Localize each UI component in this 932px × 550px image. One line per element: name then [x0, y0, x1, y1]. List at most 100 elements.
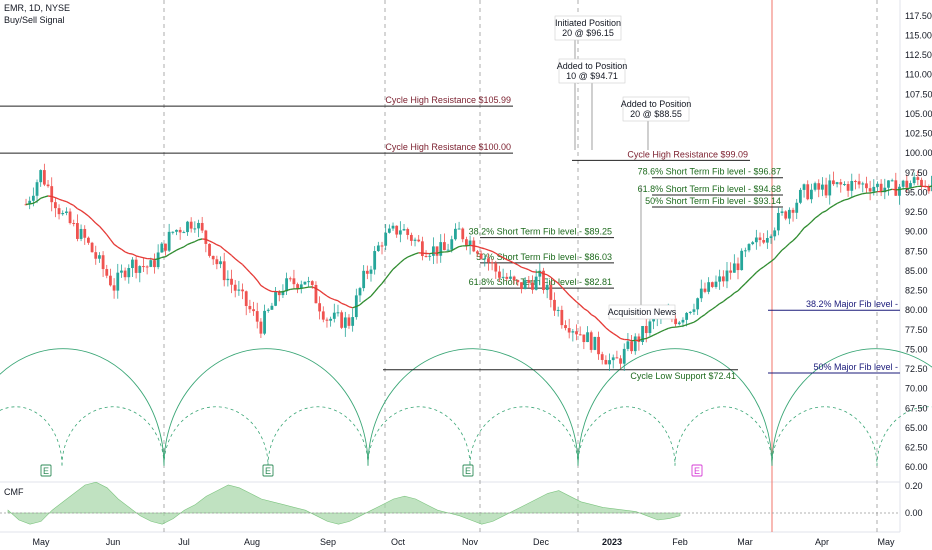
candle[interactable] [94, 245, 98, 265]
candle[interactable] [560, 305, 564, 329]
candle[interactable] [193, 221, 197, 233]
candle[interactable] [61, 210, 65, 216]
candle[interactable] [611, 354, 615, 369]
candle[interactable] [912, 172, 916, 186]
candle[interactable] [538, 263, 542, 286]
candle[interactable] [674, 315, 678, 327]
candle[interactable] [222, 252, 226, 287]
candle[interactable] [586, 326, 589, 343]
candle[interactable] [53, 197, 57, 218]
candle[interactable] [398, 221, 402, 243]
candle[interactable] [512, 275, 516, 285]
candle[interactable] [865, 176, 868, 194]
candle[interactable] [138, 265, 142, 283]
candle[interactable] [35, 179, 39, 204]
candle[interactable] [589, 330, 593, 353]
candle[interactable] [402, 223, 406, 231]
candle[interactable] [292, 269, 296, 290]
candle[interactable] [68, 208, 72, 225]
candle[interactable] [736, 257, 740, 280]
candle[interactable] [270, 302, 274, 310]
candle[interactable] [204, 229, 208, 253]
candle[interactable] [879, 179, 883, 197]
candle[interactable] [241, 283, 244, 300]
candle[interactable] [387, 224, 391, 234]
candle[interactable] [175, 229, 178, 236]
candle[interactable] [248, 299, 252, 313]
candle[interactable] [765, 230, 769, 249]
candle[interactable] [109, 268, 112, 287]
candle[interactable] [233, 280, 237, 298]
candle[interactable] [920, 177, 923, 190]
candle[interactable] [883, 178, 887, 200]
candle[interactable] [732, 254, 736, 273]
candle[interactable] [648, 319, 652, 337]
candle[interactable] [846, 181, 850, 197]
candle[interactable] [347, 314, 351, 329]
candle[interactable] [182, 230, 186, 234]
candle[interactable] [116, 263, 120, 299]
candle[interactable] [861, 181, 865, 193]
candle[interactable] [413, 237, 417, 247]
candle[interactable] [718, 269, 722, 290]
candle[interactable] [490, 258, 494, 271]
candle[interactable] [887, 180, 890, 196]
candle[interactable] [343, 311, 347, 337]
candle[interactable] [817, 179, 821, 198]
candle[interactable] [454, 223, 457, 241]
candle[interactable] [553, 292, 556, 317]
candle[interactable] [626, 332, 630, 352]
candle[interactable] [927, 184, 931, 194]
candle[interactable] [391, 222, 395, 231]
position-callout[interactable]: Acquisition News [608, 185, 677, 320]
candle[interactable] [321, 306, 325, 323]
candle[interactable] [79, 224, 83, 242]
candle[interactable] [417, 235, 421, 243]
indicator-name[interactable]: Buy/Sell Signal [4, 15, 65, 25]
candle[interactable] [318, 296, 322, 320]
candle[interactable] [685, 311, 689, 327]
candle[interactable] [619, 355, 622, 369]
candle[interactable] [167, 223, 171, 253]
candle[interactable] [593, 336, 597, 351]
candle[interactable] [200, 216, 204, 234]
candle[interactable] [523, 277, 527, 290]
candle[interactable] [472, 237, 476, 253]
candle[interactable] [762, 233, 766, 245]
candle[interactable] [46, 179, 50, 188]
candle[interactable] [828, 174, 832, 205]
candle[interactable] [571, 328, 575, 342]
candle[interactable] [505, 272, 509, 281]
candle[interactable] [729, 262, 733, 280]
candle[interactable] [244, 290, 248, 316]
candle[interactable] [303, 281, 307, 285]
candle[interactable] [336, 304, 340, 317]
candle[interactable] [98, 252, 101, 263]
candle[interactable] [365, 265, 369, 280]
candle[interactable] [542, 267, 545, 294]
candle[interactable] [791, 207, 795, 222]
candle[interactable] [776, 207, 780, 236]
candle[interactable] [409, 232, 413, 246]
candle[interactable] [509, 270, 512, 281]
candle[interactable] [894, 172, 898, 196]
candle[interactable] [263, 304, 266, 336]
candle[interactable] [821, 177, 824, 197]
candle[interactable] [501, 268, 505, 279]
candle[interactable] [259, 318, 263, 339]
candle[interactable] [131, 257, 134, 278]
candle[interactable] [28, 196, 32, 210]
candle[interactable] [615, 350, 619, 359]
candle[interactable] [769, 234, 773, 244]
candle[interactable] [376, 241, 380, 252]
candle[interactable] [604, 355, 608, 365]
earnings-marker-upcoming[interactable]: E [691, 464, 703, 477]
candle[interactable] [252, 301, 255, 316]
candle[interactable] [285, 272, 288, 295]
candle[interactable] [520, 282, 523, 294]
candle[interactable] [277, 290, 281, 302]
candle[interactable] [142, 257, 145, 272]
